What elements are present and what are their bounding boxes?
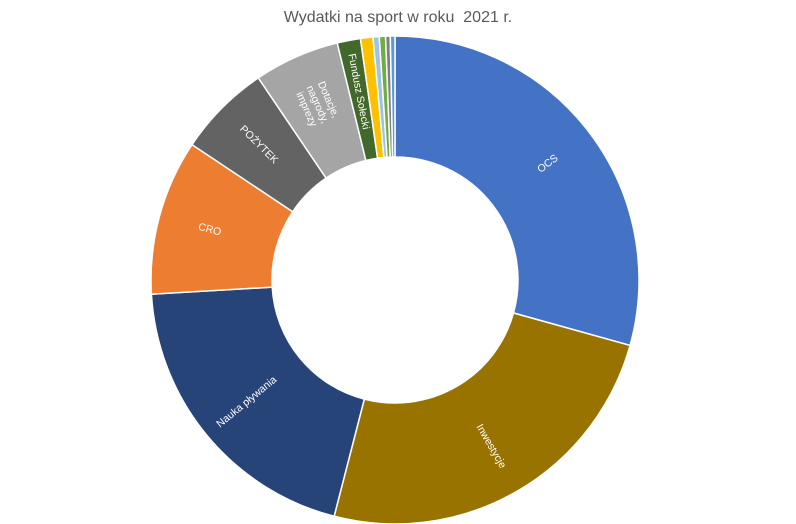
slice-ocs <box>394 35 640 347</box>
label-cro: CRO <box>197 221 223 239</box>
slice-inwestycje <box>333 312 631 524</box>
slice-minor-11 <box>389 35 396 158</box>
chart-title: Wydatki na sport w roku 2021 r. <box>283 9 513 26</box>
slice-nauka-plywania <box>150 286 366 518</box>
donut-slices <box>150 35 640 524</box>
